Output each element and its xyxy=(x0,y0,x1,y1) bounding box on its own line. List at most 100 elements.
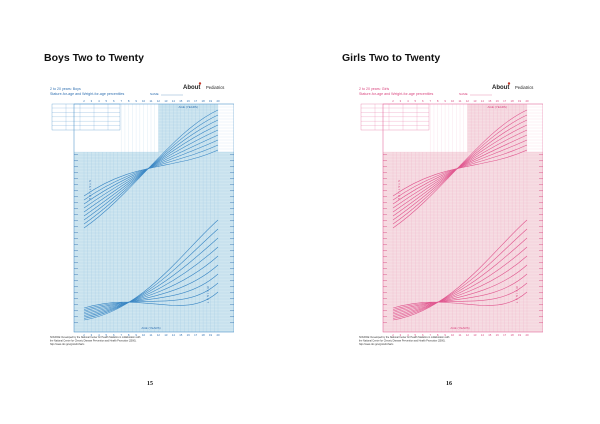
age-tick-bottom: 10 xyxy=(142,333,146,337)
age-tick-bottom: 19 xyxy=(518,333,522,337)
source-note: SOURCE: Developed by the National Center… xyxy=(50,336,141,339)
age-tick-bottom: 18 xyxy=(202,333,206,337)
age-tick-top: 16 xyxy=(496,99,500,103)
age-tick-bottom: 4 xyxy=(98,333,100,337)
chart-header-line2: Stature-for-age and Weight-for-age perce… xyxy=(50,92,124,96)
age-tick-bottom: 2 xyxy=(392,333,394,337)
name-label: NAME xyxy=(459,92,468,96)
age-tick-top: 14 xyxy=(481,99,485,103)
age-tick-top: 19 xyxy=(209,99,213,103)
logo-suffix: Pediatrics xyxy=(515,85,533,90)
age-tick-top: 2 xyxy=(392,99,394,103)
page-heading: Girls Two to Twenty xyxy=(342,52,441,64)
age-tick-bottom: 9 xyxy=(135,333,137,337)
age-tick-bottom: 17 xyxy=(503,333,507,337)
age-tick-top: 2 xyxy=(83,99,85,103)
age-tick-bottom: 6 xyxy=(422,333,424,337)
age-tick-bottom: 20 xyxy=(525,333,529,337)
source-note: the National Center for Chronic Disease … xyxy=(359,339,446,342)
age-tick-top: 14 xyxy=(172,99,176,103)
age-tick-bottom: 12 xyxy=(466,333,470,337)
age-tick-top: 6 xyxy=(422,99,424,103)
age-tick-top: 12 xyxy=(157,99,161,103)
age-tick-top: 12 xyxy=(466,99,470,103)
age-tick-top: 4 xyxy=(98,99,100,103)
age-tick-top: 19 xyxy=(518,99,522,103)
age-tick-bottom: 8 xyxy=(128,333,130,337)
age-tick-bottom: 16 xyxy=(187,333,191,337)
growth-chart-boys: 2 to 20 years: Boys Stature-for-age and W… xyxy=(48,80,234,348)
age-tick-top: 3 xyxy=(400,99,402,103)
source-note: SOURCE: Developed by the National Center… xyxy=(359,336,450,339)
chart-header-line1: 2 to 20 years: Boys xyxy=(50,87,81,91)
age-tick-top: 11 xyxy=(150,99,153,103)
age-tick-bottom: 5 xyxy=(415,333,417,337)
age-tick-bottom: 12 xyxy=(157,333,161,337)
weight-label: WEIGHT xyxy=(515,286,519,304)
age-tick-top: 6 xyxy=(113,99,115,103)
logo-brand: About xyxy=(492,85,509,91)
age-tick-bottom: 11 xyxy=(459,333,462,337)
age-tick-top: 8 xyxy=(128,99,130,103)
age-tick-top: 10 xyxy=(451,99,455,103)
age-tick-top: 9 xyxy=(444,99,446,103)
weight-label: WEIGHT xyxy=(206,286,210,304)
age-tick-top: 9 xyxy=(135,99,137,103)
source-note: http://www.cdc.gov/growthcharts xyxy=(50,343,85,346)
age-tick-top: 18 xyxy=(202,99,206,103)
age-tick-bottom: 3 xyxy=(91,333,93,337)
age-tick-top: 11 xyxy=(459,99,462,103)
age-tick-top: 7 xyxy=(429,99,431,103)
growth-chart-girls: 2 to 20 years: Girls Stature-for-age and … xyxy=(357,80,543,348)
age-tick-bottom: 18 xyxy=(511,333,515,337)
age-tick-bottom: 14 xyxy=(172,333,176,337)
age-tick-top: 16 xyxy=(187,99,191,103)
age-tick-bottom: 10 xyxy=(451,333,455,337)
age-tick-bottom: 9 xyxy=(444,333,446,337)
age-tick-top: 5 xyxy=(415,99,417,103)
page-boys: Boys Two to Twenty 2 to 20 years: Boys St… xyxy=(44,52,234,387)
age-tick-bottom: 4 xyxy=(407,333,409,337)
age-tick-top: 20 xyxy=(525,99,529,103)
age-tick-bottom: 7 xyxy=(429,333,431,337)
age-tick-top: 8 xyxy=(437,99,439,103)
age-tick-bottom: 8 xyxy=(437,333,439,337)
age-tick-top: 13 xyxy=(164,99,168,103)
stature-label: STATURE xyxy=(397,180,401,201)
age-tick-top: 20 xyxy=(216,99,220,103)
age-tick-bottom: 15 xyxy=(488,333,492,337)
age-tick-bottom: 2 xyxy=(83,333,85,337)
age-tick-bottom: 15 xyxy=(179,333,183,337)
lower-band-title: AGE (YEARS) xyxy=(141,326,160,330)
logo-suffix: Pediatrics xyxy=(206,85,224,90)
age-tick-top: 17 xyxy=(503,99,507,103)
chart-header-line1: 2 to 20 years: Girls xyxy=(359,87,389,91)
age-tick-bottom: 7 xyxy=(120,333,122,337)
upper-band-title: AGE (YEARS) xyxy=(179,105,198,109)
page-number: 15 xyxy=(147,381,153,387)
age-tick-bottom: 13 xyxy=(473,333,477,337)
age-tick-bottom: 14 xyxy=(481,333,485,337)
age-tick-top: 4 xyxy=(407,99,409,103)
age-tick-top: 10 xyxy=(142,99,146,103)
logo-brand: About xyxy=(183,85,200,91)
age-tick-bottom: 6 xyxy=(113,333,115,337)
age-tick-top: 17 xyxy=(194,99,198,103)
source-note: the National Center for Chronic Disease … xyxy=(50,339,137,342)
age-tick-bottom: 3 xyxy=(400,333,402,337)
age-tick-top: 3 xyxy=(91,99,93,103)
page-heading: Boys Two to Twenty xyxy=(44,52,144,64)
age-tick-bottom: 13 xyxy=(164,333,168,337)
age-tick-bottom: 11 xyxy=(150,333,153,337)
page-girls: Girls Two to Twenty 2 to 20 years: Girls… xyxy=(300,0,600,424)
age-tick-bottom: 17 xyxy=(194,333,198,337)
age-tick-top: 5 xyxy=(106,99,108,103)
upper-band-title: AGE (YEARS) xyxy=(488,105,507,109)
age-tick-top: 18 xyxy=(511,99,515,103)
age-tick-bottom: 20 xyxy=(216,333,220,337)
age-tick-bottom: 19 xyxy=(209,333,213,337)
age-tick-top: 15 xyxy=(488,99,492,103)
age-tick-bottom: 5 xyxy=(106,333,108,337)
